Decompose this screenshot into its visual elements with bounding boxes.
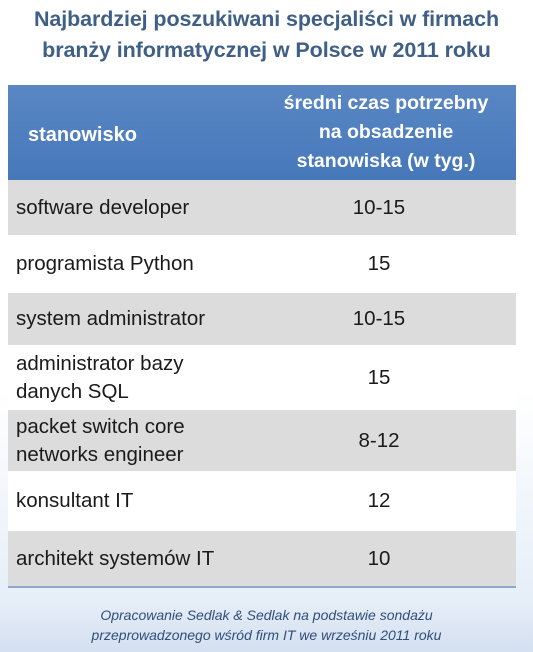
row-position-line-1: architekt systemów IT: [16, 546, 215, 570]
row-time: 10-15: [352, 195, 406, 219]
page-title-line-2: branży informatycznej w Polsce w 2011 ro…: [42, 38, 491, 62]
row-time: 15: [367, 365, 391, 389]
row-time: 8-12: [358, 428, 400, 452]
row-position: konsultant IT: [8, 487, 262, 515]
source-note: Opracowanie Sedlak & Sedlak na podstawie…: [0, 605, 533, 645]
row-position-line-1: software developer: [16, 195, 190, 219]
header-avg-time-line-3: stanowiska (w tyg.): [296, 150, 476, 172]
row-position: software developer: [8, 194, 262, 222]
source-note-line-2: przeprowadzonego wśród firm IT we wrześn…: [91, 627, 442, 643]
row-position: system administrator: [8, 305, 262, 333]
row-position: programista Python: [8, 250, 262, 278]
table-row: programista Python 15: [8, 235, 516, 290]
row-position-line-1: administrator bazy: [16, 351, 184, 375]
row-time: 12: [367, 489, 391, 512]
row-position-line-1: system administrator: [16, 307, 206, 330]
row-time: 10-15: [352, 307, 406, 330]
table-row: software developer 10-15: [8, 180, 516, 235]
row-position: administrator bazy danych SQL: [8, 350, 262, 406]
source-note-line-1: Opracowanie Sedlak & Sedlak na podstawie…: [100, 607, 433, 623]
row-position-line-1: konsultant IT: [16, 489, 134, 512]
page-title-line-1: Najbardziej poszukiwani specjaliści w fi…: [33, 7, 500, 31]
row-position: packet switch core networks engineer: [8, 413, 262, 469]
page-title: Najbardziej poszukiwani specjaliści w fi…: [0, 4, 533, 66]
header-avg-time-line-1: średni czas potrzebny: [283, 92, 489, 114]
row-position-line-2: networks engineer: [16, 442, 184, 466]
header-avg-time: średni czas potrzebny na obsadzenie stan…: [262, 89, 516, 176]
row-time: 10: [367, 546, 391, 570]
table-header: stanowisko średni czas potrzebny na obsa…: [8, 85, 516, 180]
row-position: architekt systemów IT: [8, 545, 262, 573]
table-row: system administrator 10-15: [8, 290, 516, 345]
table-row: konsultant IT 12: [8, 471, 516, 528]
specialists-table: stanowisko średni czas potrzebny na obsa…: [8, 85, 516, 588]
header-avg-time-line-2: na obsadzenie: [318, 121, 454, 143]
row-position-line-1: packet switch core: [16, 414, 185, 438]
table-row: architekt systemów IT 10: [8, 528, 516, 586]
table-row: administrator bazy danych SQL 15: [8, 345, 516, 407]
table-row: packet switch core networks engineer 8-1…: [8, 407, 516, 471]
row-time: 15: [367, 252, 391, 275]
row-position-line-1: programista Python: [16, 252, 194, 275]
row-position-line-2: danych SQL: [16, 379, 129, 403]
table-bottom-rule: [8, 586, 516, 588]
header-position: stanowisko: [28, 124, 137, 146]
